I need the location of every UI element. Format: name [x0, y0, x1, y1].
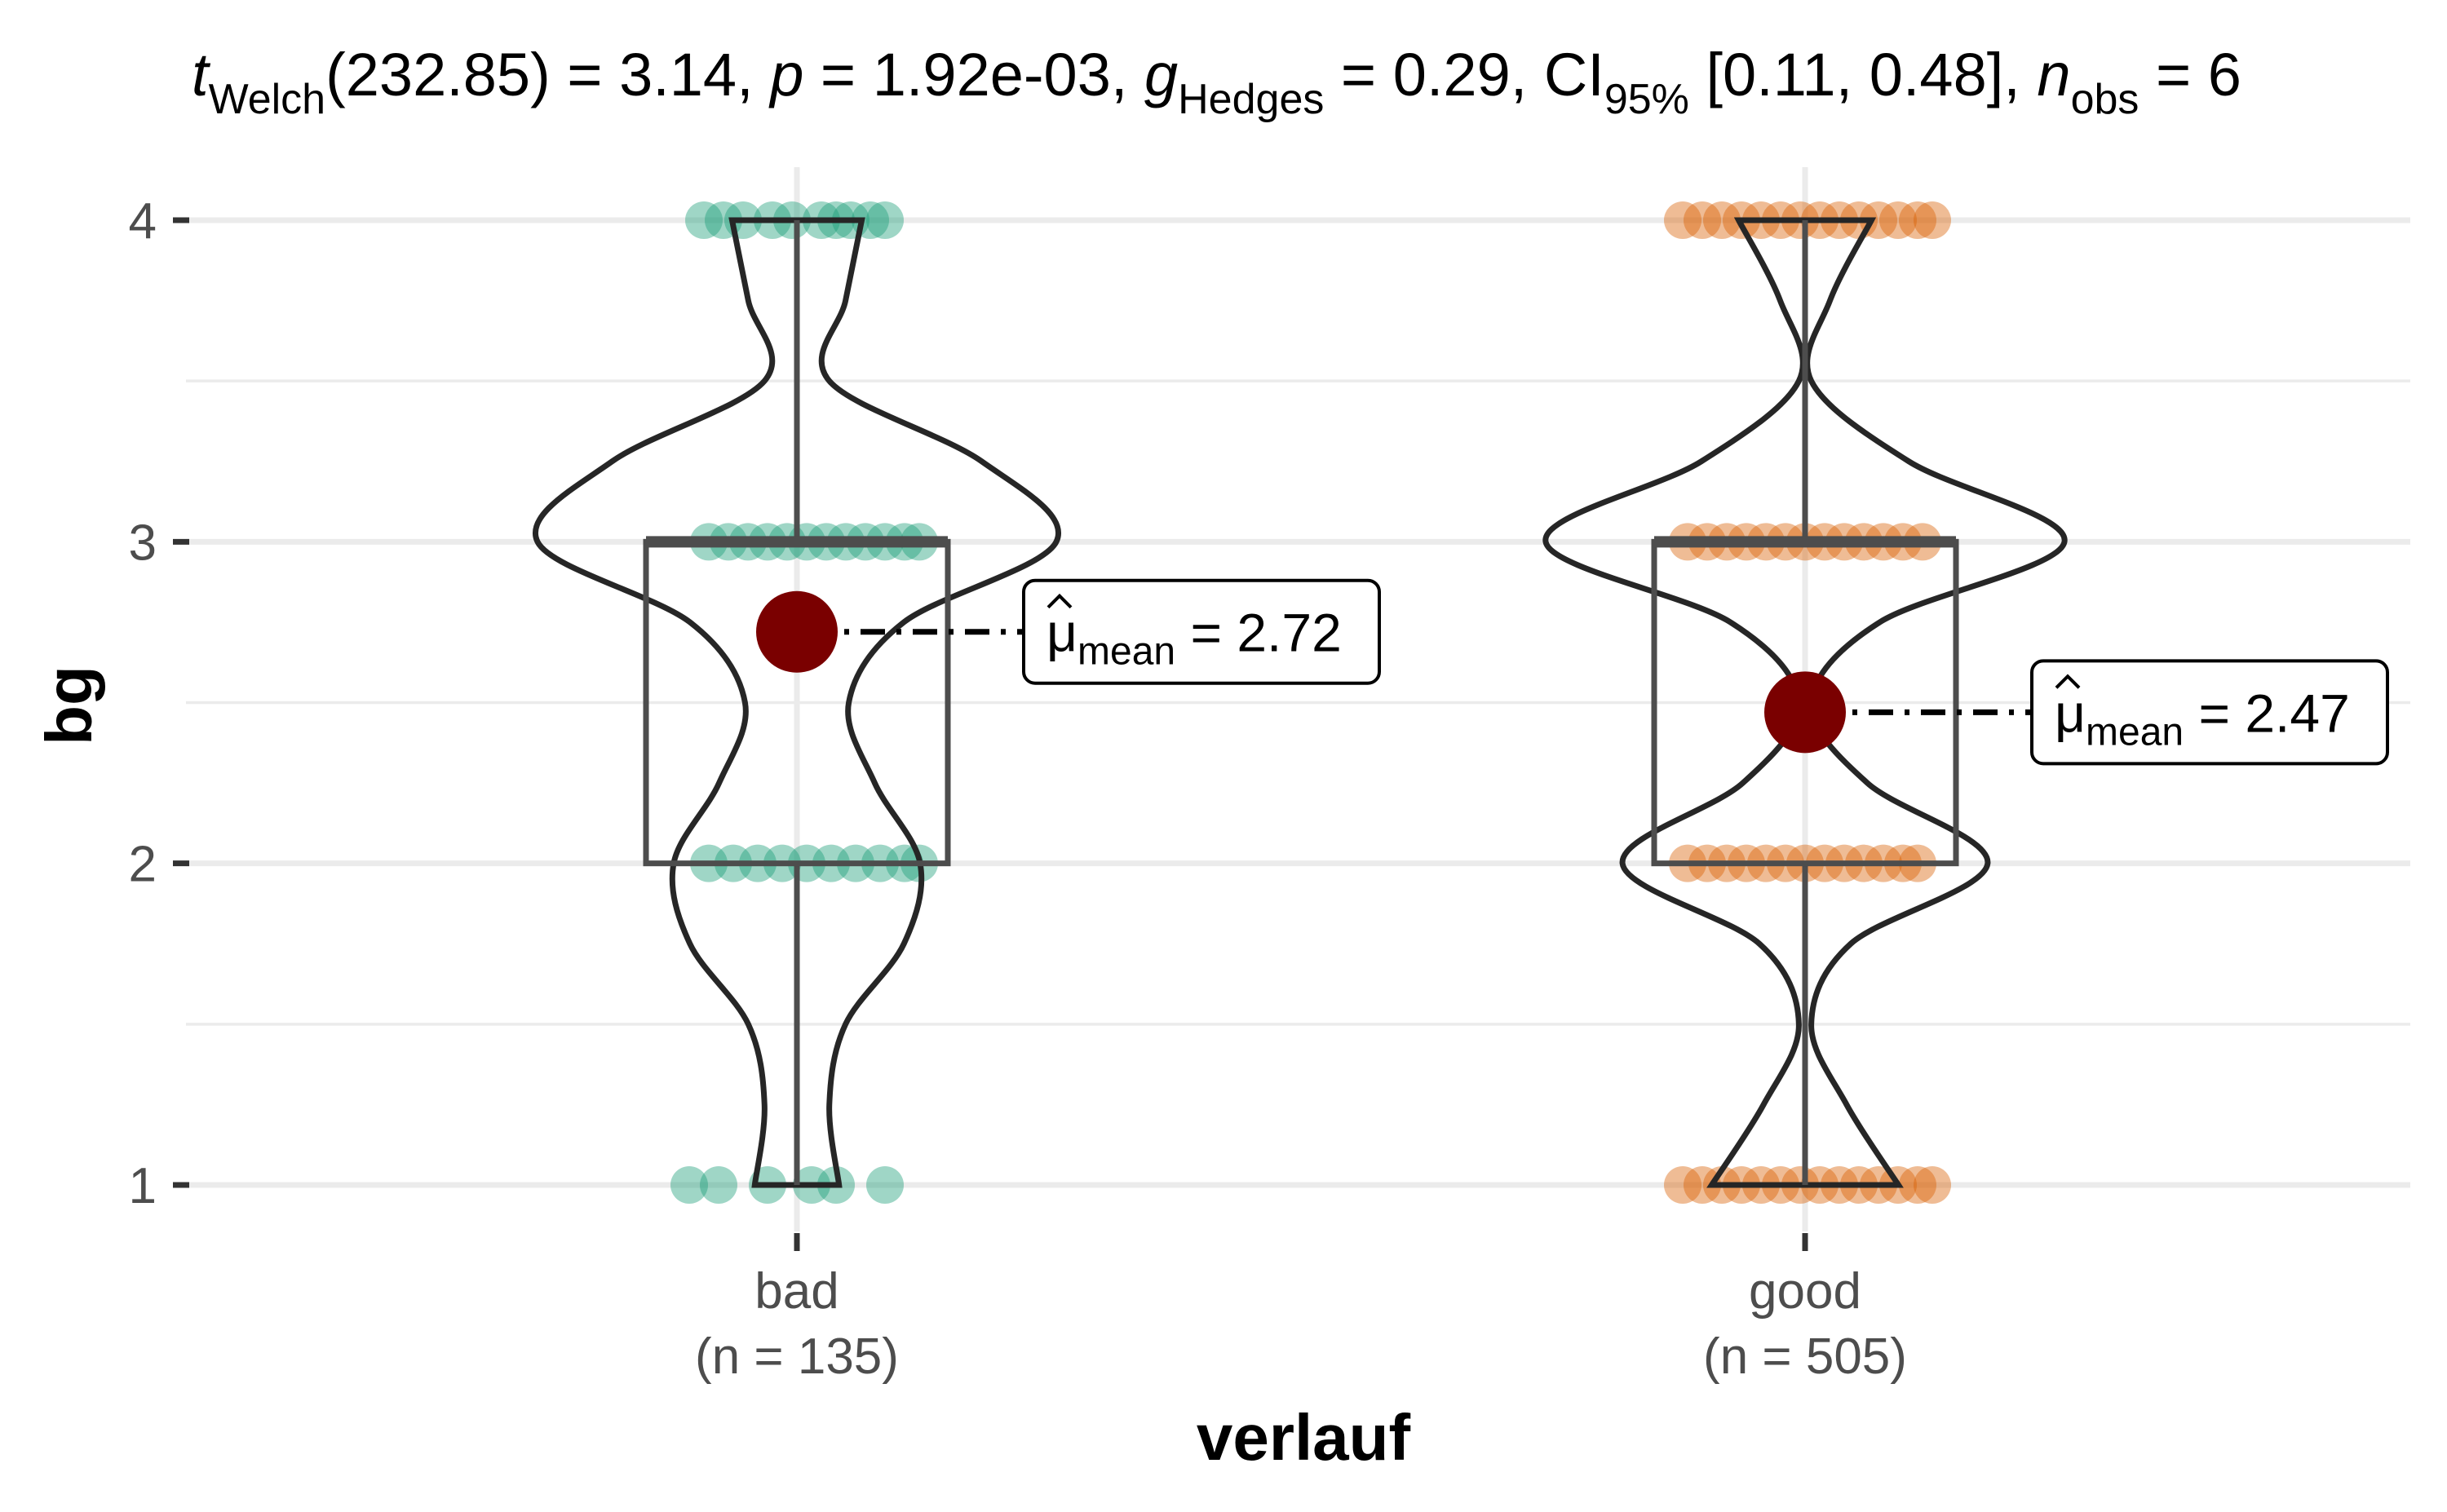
data-point-good — [1684, 201, 1721, 239]
subtitle-p-symbol: p — [768, 41, 803, 108]
x-axis-title: verlauf — [1197, 1401, 1411, 1474]
y-axis-title: bg — [33, 665, 105, 745]
subtitle-n-symbol: n — [2037, 41, 2070, 108]
y-tick-label: 2 — [129, 837, 157, 893]
data-point-good — [1899, 201, 1936, 239]
subtitle-ci-sub: 95% — [1604, 76, 1689, 123]
mean-hat-icon — [1047, 593, 1073, 609]
mean-label-sub: mean — [1077, 630, 1175, 674]
mean-point-bad — [756, 590, 838, 673]
violin-bad — [533, 217, 1061, 1188]
x-tick-count-bad: (n = 135) — [695, 1329, 899, 1385]
subtitle-t-sub: Welch — [209, 76, 326, 123]
subtitle-ci-text: [0.11, 0.48], — [1689, 41, 2037, 108]
mean-label-box-bad — [1022, 578, 1381, 685]
y-axis: 1 2 3 4 — [129, 193, 189, 1214]
mean-label-value: = 2.72 — [1175, 603, 1342, 663]
subtitle-g-sub: Hedges — [1178, 76, 1324, 123]
x-tick-count-good: (n = 505) — [1703, 1329, 1907, 1385]
subtitle-n-text: = 6 — [2139, 41, 2241, 108]
data-point-good — [1684, 1166, 1721, 1204]
x-axis: bad (n = 135) good (n = 505) — [695, 1233, 1907, 1385]
data-point-good — [1703, 201, 1741, 239]
data-point-good — [1879, 201, 1917, 239]
mean-label-value: = 2.47 — [2184, 683, 2350, 743]
data-point-bad — [685, 201, 723, 239]
data-point-good — [1899, 1166, 1936, 1204]
data-point-good — [1914, 201, 1951, 239]
x-tick-label-good: good — [1749, 1263, 1861, 1320]
data-point-bad — [866, 201, 904, 239]
boxplots — [643, 220, 1959, 1185]
violins — [533, 217, 2068, 1188]
x-tick-label-bad: bad — [754, 1263, 839, 1320]
y-tick-label: 3 — [129, 515, 157, 571]
y-tick-label: 1 — [129, 1158, 157, 1214]
subtitle-g-text: = 0.29, CI — [1324, 41, 1604, 108]
mean-label-symbol: μ — [2055, 683, 2086, 743]
violin-good — [1542, 217, 2068, 1188]
data-point-good — [1914, 1166, 1951, 1204]
chart-subtitle: tWelch(232.85) = 3.14, p = 1.92e-03, gHe… — [192, 41, 2241, 123]
mean-hat-icon — [2055, 674, 2081, 689]
data-point-bad — [700, 1166, 737, 1204]
mean-label-symbol: μ — [1047, 603, 1077, 663]
subtitle-g-symbol: g — [1144, 41, 1178, 108]
mean-label-bad: μmean = 2.72 — [1047, 603, 1342, 674]
data-point-bad — [670, 1166, 708, 1204]
mean-label-sub: mean — [2086, 710, 2184, 754]
data-point-good — [1664, 1166, 1701, 1204]
mean-label-box-good — [2030, 659, 2389, 766]
data-point-bad — [866, 1166, 904, 1204]
subtitle-n-sub: obs — [2071, 76, 2139, 123]
subtitle-t-symbol: t — [192, 41, 211, 108]
y-tick-label: 4 — [129, 193, 157, 250]
subtitle-p-text: = 1.92e-03, — [803, 41, 1144, 108]
data-point-good — [1664, 201, 1701, 239]
mean-label-good: μmean = 2.47 — [2055, 683, 2350, 754]
subtitle-t-text: (232.85) = 3.14, — [325, 41, 770, 108]
jitter-points — [670, 201, 1951, 1204]
mean-point-good — [1764, 671, 1846, 754]
